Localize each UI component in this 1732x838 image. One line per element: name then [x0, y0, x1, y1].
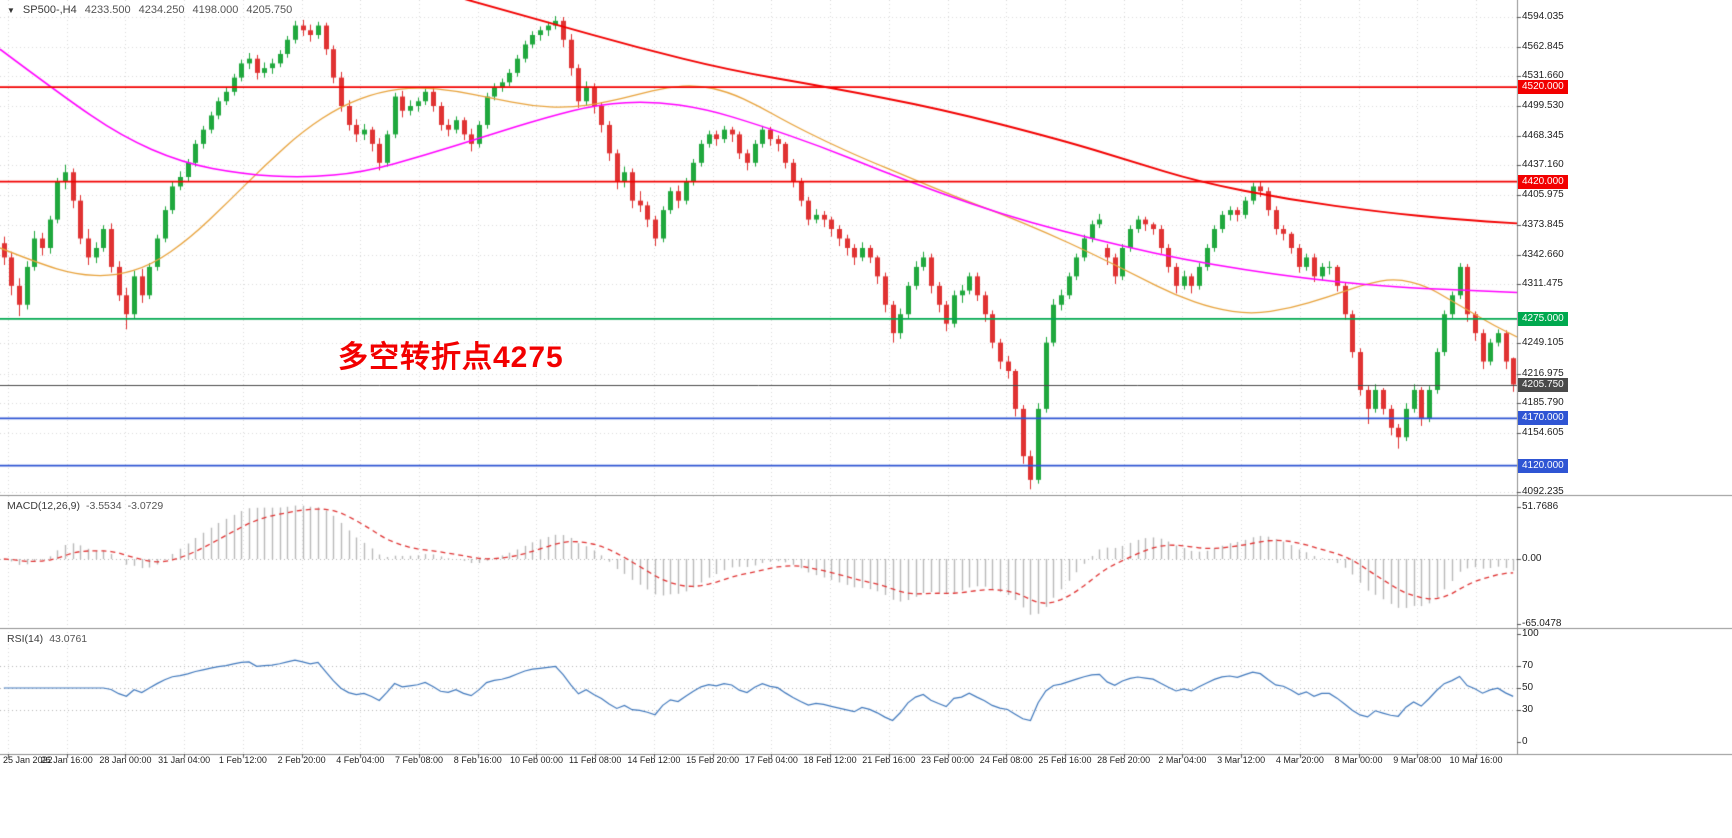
rsi-axis-label: 30	[1522, 703, 1534, 715]
time-tick-label: 14 Feb 12:00	[627, 755, 681, 765]
price-tick-label: 4311.475	[1522, 278, 1563, 290]
price-tick-label: 4373.845	[1522, 219, 1564, 231]
time-tick-label: 17 Feb 04:00	[744, 755, 798, 765]
price-tick-label: 4216.975	[1522, 367, 1564, 379]
time-tick-label: 26 Jan 16:00	[40, 755, 93, 765]
price-tick-label: 4154.605	[1522, 426, 1564, 438]
macd-indicator-header: MACD(12,26,9) -3.5534 -3.0729	[7, 500, 163, 512]
time-tick-label: 3 Mar 12:00	[1217, 755, 1266, 765]
rsi-axis-label: 50	[1522, 682, 1534, 693]
macd-axis-label: -65.0478	[1522, 618, 1562, 630]
time-tick-label: 31 Jan 04:00	[158, 755, 211, 765]
time-tick-label: 4 Mar 20:00	[1275, 755, 1324, 765]
rsi-axis-label: 70	[1522, 660, 1534, 672]
chart-text-annotation[interactable]: 多空转折点4275	[338, 341, 564, 374]
price-tick-label: 4092.235	[1522, 485, 1564, 497]
price-tick-label: 4499.530	[1522, 100, 1564, 112]
rsi-value: 43.0761	[49, 633, 88, 645]
time-tick-label: 2 Feb 20:00	[277, 755, 326, 765]
price-tick-label: 4594.035	[1522, 11, 1564, 22]
time-tick-label: 10 Mar 16:00	[1449, 755, 1503, 765]
time-tick-label: 25 Feb 16:00	[1038, 755, 1092, 765]
price-tick-label: 4468.345	[1522, 129, 1564, 141]
price-tick-label: 4531.660	[1522, 70, 1564, 82]
time-tick-label: 21 Feb 16:00	[862, 755, 916, 765]
time-tick-label: 28 Feb 20:00	[1097, 755, 1151, 765]
price-tick-label: 4342.660	[1522, 248, 1564, 260]
macd-axis-label: 51.7686	[1522, 501, 1559, 513]
time-tick-label: 11 Feb 08:00	[569, 755, 622, 765]
ohlc-high-value: 4234.250	[138, 4, 185, 16]
time-tick-label: 28 Jan 00:00	[99, 755, 152, 765]
rsi-indicator-header: RSI(14) 43.0761	[7, 633, 87, 645]
time-tick-label: 8 Mar 00:00	[1334, 755, 1383, 765]
macd-main-value: -3.5534	[85, 500, 122, 512]
time-tick-label: 8 Feb 16:00	[453, 755, 502, 765]
price-tick-label: 4185.790	[1522, 397, 1564, 409]
price-tick-label: 4562.845	[1522, 40, 1564, 52]
price-axis[interactable]: 4594.035 4562.845 4531.660 4499.530 4468.345…	[1517, 0, 1732, 755]
time-tick-label: 25 Jan 2022	[3, 755, 53, 765]
macd-axis-label: 0.00	[1522, 553, 1542, 564]
rsi-label: RSI(14)	[7, 633, 44, 645]
price-tick-label: 4249.105	[1522, 337, 1564, 349]
time-tick-label: 18 Feb 12:00	[803, 755, 857, 765]
time-tick-label: 7 Feb 08:00	[395, 755, 444, 765]
time-tick-label: 4 Feb 04:00	[336, 755, 385, 765]
time-tick-label: 15 Feb 20:00	[686, 755, 740, 765]
time-tick-label: 2 Mar 04:00	[1158, 755, 1207, 765]
rsi-axis-label: 100	[1522, 628, 1539, 639]
symbol-timeframe-label: SP500-,H4	[22, 4, 77, 16]
time-tick-label: 24 Feb 08:00	[979, 755, 1033, 765]
time-tick-label: 10 Feb 00:00	[509, 755, 563, 765]
chart-ohlc-header: ▼ SP500-,H4 4233.500 4234.250 4198.000 4…	[7, 4, 292, 16]
collapse-triangle-icon[interactable]: ▼	[7, 5, 15, 15]
time-tick-label: 1 Feb 12:00	[218, 755, 267, 765]
macd-signal-value: -3.0729	[127, 500, 164, 512]
rsi-axis-label: 0	[1522, 736, 1528, 747]
time-axis[interactable]: 25 Jan 2022 26 Jan 16:00 28 Jan 00:00 31 Ja…	[0, 755, 1732, 781]
ohlc-low-value: 4198.000	[192, 4, 239, 16]
price-tick-label: 4437.160	[1522, 159, 1564, 171]
macd-label: MACD(12,26,9)	[7, 500, 80, 512]
price-tick-label: 4405.975	[1522, 188, 1564, 200]
time-tick-label: 9 Mar 08:00	[1393, 755, 1442, 765]
ohlc-close-value: 4205.750	[246, 4, 293, 16]
ohlc-open-value: 4233.500	[84, 4, 131, 16]
time-tick-label: 23 Feb 00:00	[920, 755, 975, 765]
